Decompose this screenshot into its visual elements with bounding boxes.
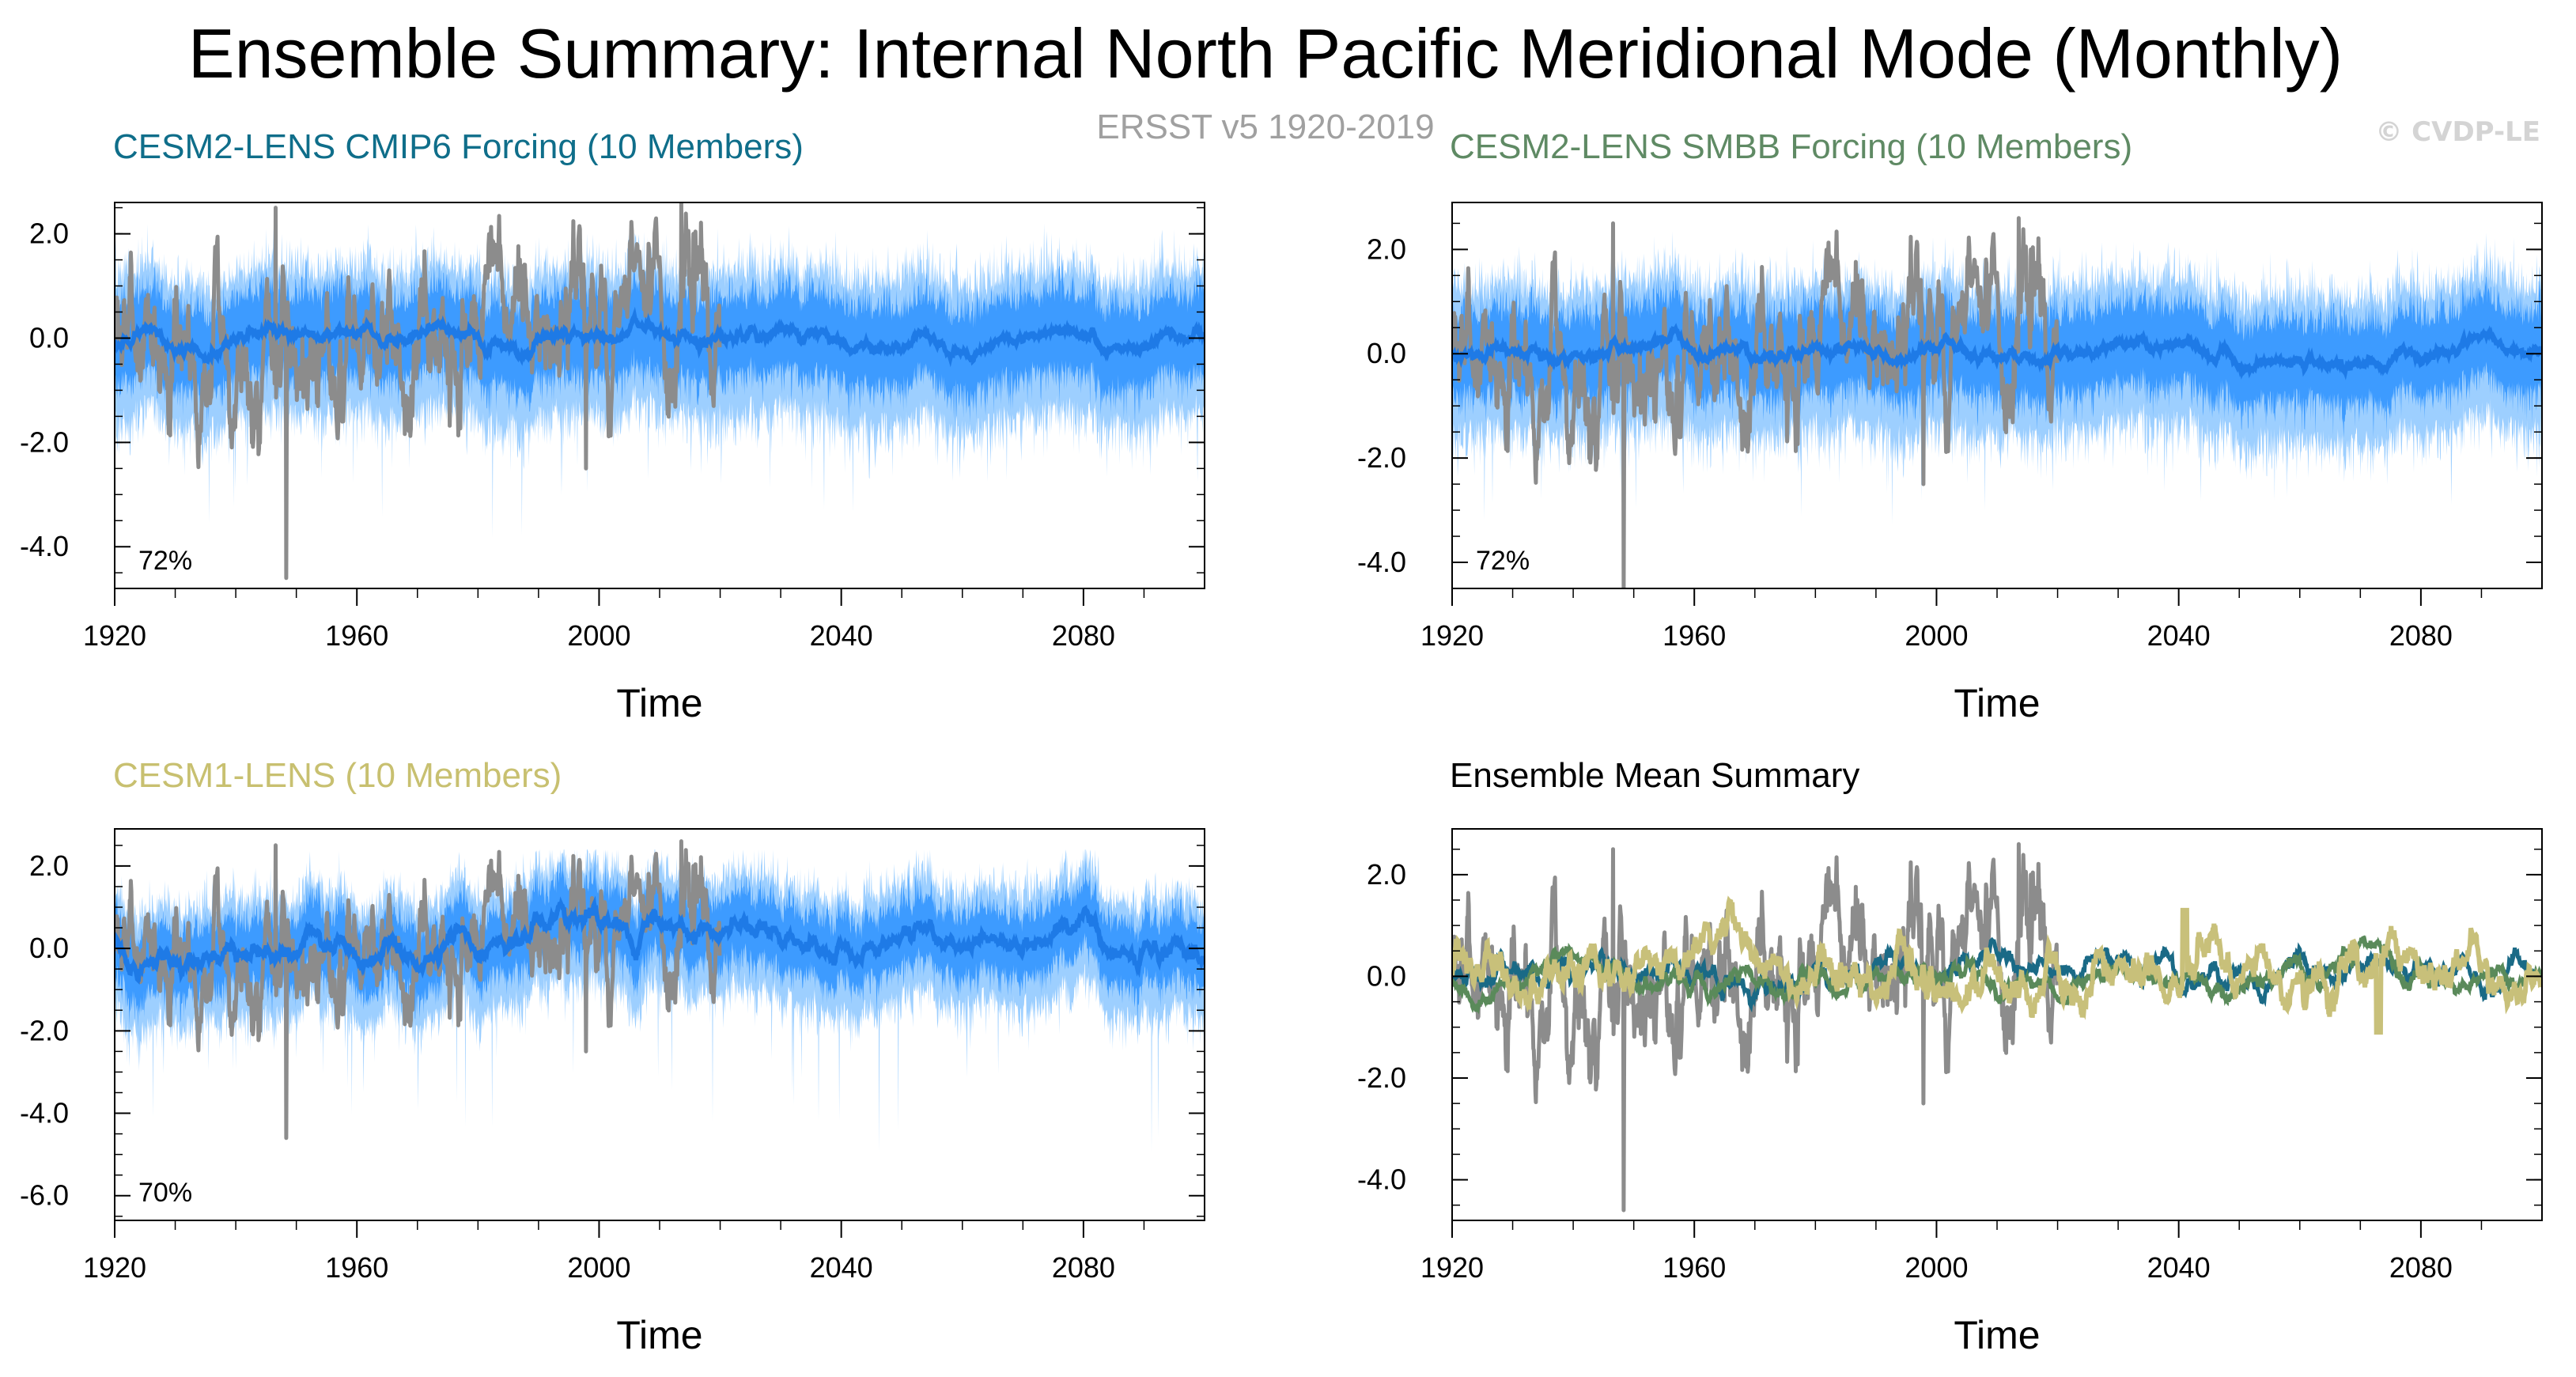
y-tick-label: -4.0	[20, 530, 69, 562]
observations-line	[115, 202, 722, 581]
y-tick-label: 2.0	[29, 849, 69, 882]
x-tick-label: 1960	[325, 1251, 388, 1284]
x-tick-label: 2000	[567, 1251, 630, 1284]
x-axis-label: Time	[1954, 1313, 2040, 1357]
panel-title: CESM2-LENS CMIP6 Forcing (10 Members)	[113, 127, 804, 166]
cesm1-mean-line	[1452, 895, 2542, 1035]
pattern-correlation-label: 72%	[1476, 546, 1530, 576]
x-tick-label: 2080	[1052, 1251, 1115, 1284]
x-tick-label: 2000	[1905, 1251, 1968, 1284]
panel-title: CESM1-LENS (10 Members)	[113, 756, 562, 795]
x-tick-label: 1920	[83, 1251, 146, 1284]
panel-cesm2-cmip6: CESM2-LENS CMIP6 Forcing (10 Members) 2.0…	[20, 127, 1205, 725]
panel-cesm1: CESM1-LENS (10 Members) 2.0 0.0 -2.0 -4.0 -6.…	[20, 756, 1205, 1357]
pattern-correlation-label: 70%	[138, 1178, 192, 1208]
copyright-label: © CVDP-LE	[2375, 116, 2540, 148]
x-tick-label: 1960	[1662, 619, 1726, 652]
ensemble-mean-line	[115, 895, 1205, 985]
x-tick-label: 1960	[325, 619, 388, 652]
plot-marks	[1452, 216, 2542, 588]
figure-title: Ensemble Summary: Internal North Pacific…	[188, 14, 2343, 93]
y-tick-label: -6.0	[20, 1179, 69, 1212]
x-tick-label: 2080	[1052, 619, 1115, 652]
x-axis-label: Time	[1954, 681, 2040, 725]
x-tick-label: 2000	[1905, 619, 1968, 652]
x-axis-label: Time	[616, 681, 702, 725]
y-tick-label: -2.0	[1357, 441, 1406, 474]
y-tick-label: 0.0	[29, 321, 69, 354]
x-tick-label: 2000	[567, 619, 630, 652]
y-tick-label: 0.0	[29, 932, 69, 964]
x-tick-label: 1920	[1420, 619, 1484, 652]
y-tick-label: -2.0	[20, 1014, 69, 1046]
observations-label: ERSST v5 1920-2019	[1096, 108, 1434, 146]
y-tick-label: -2.0	[1357, 1061, 1406, 1094]
pattern-correlation-label: 72%	[138, 546, 192, 576]
y-tick-label: -4.0	[20, 1097, 69, 1129]
y-tick-label: 0.0	[1367, 959, 1406, 992]
x-tick-label: 2080	[2389, 619, 2453, 652]
plot-marks	[1452, 842, 2542, 1212]
x-tick-label: 2080	[2389, 1251, 2453, 1284]
plot-marks	[115, 202, 1205, 581]
x-tick-label: 2040	[810, 1251, 873, 1284]
y-tick-label: 0.0	[1367, 337, 1406, 369]
y-tick-label: 2.0	[29, 218, 69, 250]
x-tick-label: 1960	[1662, 1251, 1726, 1284]
y-tick-label: -4.0	[1357, 546, 1406, 578]
x-axis-label: Time	[616, 1313, 702, 1357]
ensemble-spread-inner	[115, 856, 1205, 1029]
plot-marks	[115, 839, 1205, 1153]
panel-title: Ensemble Mean Summary	[1450, 756, 1859, 795]
panel-ensemble-mean-summary: Ensemble Mean Summary 2.0 0.0 -2.0 -4.0 1920 1…	[1357, 756, 2543, 1357]
ensemble-mean-line	[1452, 323, 2542, 380]
ensemble-mean-line	[115, 306, 1205, 368]
x-tick-label: 1920	[1420, 1251, 1484, 1284]
y-tick-label: 2.0	[1367, 233, 1406, 265]
x-tick-label: 2040	[2147, 619, 2211, 652]
panel-title: CESM2-LENS SMBB Forcing (10 Members)	[1450, 127, 2132, 166]
observations-line	[1452, 216, 2060, 588]
y-tick-label: -4.0	[1357, 1163, 1406, 1196]
x-tick-label: 2040	[810, 619, 873, 652]
y-tick-label: 2.0	[1367, 858, 1406, 891]
x-tick-label: 2040	[2147, 1251, 2211, 1284]
y-tick-label: -2.0	[20, 426, 69, 458]
panel-cesm2-smbb: CESM2-LENS SMBB Forcing (10 Members) 2.0 0…	[1357, 127, 2543, 725]
x-tick-label: 1920	[83, 619, 146, 652]
